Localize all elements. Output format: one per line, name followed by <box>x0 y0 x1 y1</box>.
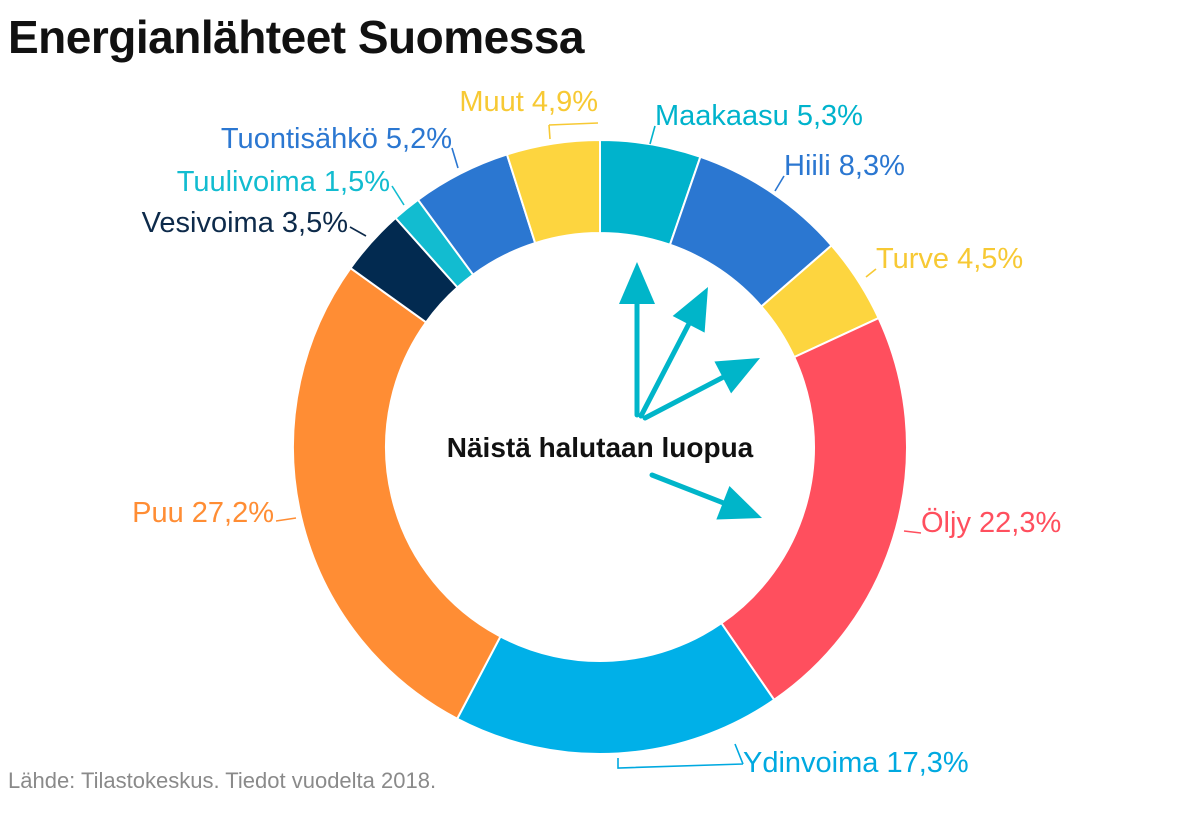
center-arrows <box>619 262 762 520</box>
slice-labels: Maakaasu 5,3% Hiili 8,3% Turve 4,5% Öljy 22… <box>132 86 1061 779</box>
leader-line-oljy <box>903 530 922 534</box>
slice-ydinvoima <box>455 621 776 755</box>
slice-label-puu: Puu 27,2% <box>132 497 274 529</box>
slice-label-muut: Muut 4,9% <box>459 86 598 118</box>
arrow-hiili <box>638 287 708 419</box>
slice-oljy <box>720 316 908 702</box>
leader-line-puu <box>275 517 297 522</box>
source-note: Lähde: Tilastokeskus. Tiedot vuodelta 20… <box>8 768 437 793</box>
slice-label-ydinvoima: Ydinvoima 17,3% <box>743 747 969 779</box>
slice-label-hiili: Hiili 8,3% <box>784 150 905 182</box>
slice-muut <box>505 138 601 245</box>
slice-label-turve: Turve 4,5% <box>876 243 1023 275</box>
arrow-turve <box>642 358 760 421</box>
chart-title: Energianlähteet Suomessa <box>8 11 584 63</box>
slice-label-tuulivoima: Tuulivoima 1,5% <box>177 166 390 198</box>
leader-line-hiili <box>774 175 785 192</box>
donut-slices <box>292 138 908 755</box>
slice-label-maakaasu: Maakaasu 5,3% <box>655 100 863 132</box>
leader-line-tuontisahko <box>451 147 459 169</box>
leader-line-tuulivoima <box>391 185 405 206</box>
slice-label-vesivoima: Vesivoima 3,5% <box>142 207 348 239</box>
leader-line-vesivoima <box>349 226 367 237</box>
slice-label-oljy: Öljy 22,3% <box>921 507 1061 539</box>
slice-puu <box>292 266 502 721</box>
leader-line-ydinvoima <box>617 743 744 769</box>
leader-line-muut <box>548 122 599 140</box>
arrow-maakaasu <box>619 262 655 418</box>
label-leader-lines <box>275 122 922 769</box>
leader-line-maakaasu <box>649 125 656 145</box>
arrow-oljy <box>649 472 762 520</box>
slice-label-tuontisahko: Tuontisähkö 5,2% <box>221 123 452 155</box>
leader-line-turve <box>865 268 877 278</box>
center-text: Näistä halutaan luopua <box>447 432 754 463</box>
